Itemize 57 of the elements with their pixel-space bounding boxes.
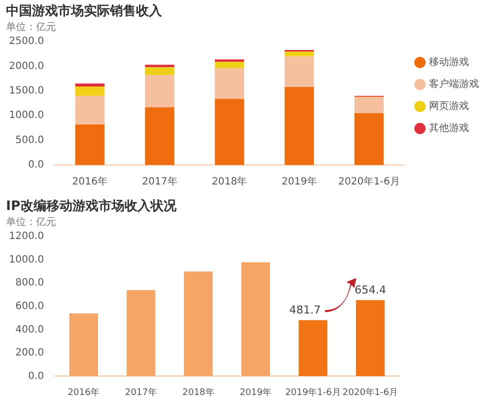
x-tick-label: 2018年 xyxy=(212,176,248,188)
bar xyxy=(298,320,328,376)
y-tick-label: 1000.0 xyxy=(8,254,44,266)
y-tick-label: 1200.0 xyxy=(8,231,44,242)
legend-label: 其他游戏 xyxy=(429,122,469,134)
chart-title: 中国游戏市场实际销售收入 xyxy=(6,3,163,20)
y-tick-label: 200.0 xyxy=(15,348,44,359)
bar xyxy=(214,62,244,68)
y-tick-label: 2500.0 xyxy=(8,36,44,48)
x-tick-label: 2020年1-6月 xyxy=(342,386,398,398)
x-tick-label: 2019年 xyxy=(282,176,318,188)
legend-label: 客户端游戏 xyxy=(429,78,479,90)
bar xyxy=(126,290,156,376)
bar xyxy=(214,98,244,165)
y-tick-label: 1500.0 xyxy=(8,86,44,97)
bar xyxy=(241,262,270,376)
y-tick-label: 0.0 xyxy=(28,160,44,171)
bar xyxy=(214,59,244,62)
bar xyxy=(75,96,105,125)
y-tick-label: 400.0 xyxy=(15,324,44,336)
y-tick-label: 0.0 xyxy=(28,370,44,382)
bar xyxy=(354,113,384,165)
chart-subtitle: 单位：亿元 xyxy=(6,216,56,228)
bar xyxy=(145,64,174,68)
bar xyxy=(75,84,105,87)
bar xyxy=(145,107,174,165)
bar xyxy=(356,300,385,376)
y-tick-label: 800.0 xyxy=(15,278,44,289)
x-tick-label: 2017年 xyxy=(142,176,178,188)
bar xyxy=(284,56,314,88)
x-tick-label: 2019年1-6月 xyxy=(285,386,341,398)
bar xyxy=(284,51,314,56)
bar xyxy=(354,97,384,114)
x-tick-label: 2019年 xyxy=(240,386,272,398)
y-tick-label: 600.0 xyxy=(15,300,44,312)
legend-label: 移动游戏 xyxy=(429,56,469,68)
bar xyxy=(145,67,174,76)
x-tick-label: 2017年 xyxy=(125,386,157,398)
bar xyxy=(184,272,213,376)
y-tick-label: 2000.0 xyxy=(8,60,44,72)
x-tick-label: 2016年 xyxy=(68,386,100,398)
x-tick-label: 2020年1-6月 xyxy=(338,176,400,188)
bar xyxy=(75,86,105,96)
bar xyxy=(214,68,244,99)
bar xyxy=(284,87,314,165)
chart-subtitle: 单位：亿元 xyxy=(6,21,56,34)
data-label: 481.7 xyxy=(289,304,321,317)
legend-label: 网页游戏 xyxy=(429,100,469,112)
chart-title: IP改编移动游戏市场收入状况 xyxy=(6,198,178,214)
bar xyxy=(69,313,98,376)
bar xyxy=(145,75,174,108)
y-tick-label: 1000.0 xyxy=(8,110,44,122)
bar xyxy=(75,124,105,165)
data-label: 654.4 xyxy=(354,283,386,296)
y-tick-label: 500.0 xyxy=(15,134,44,146)
x-tick-label: 2018年 xyxy=(182,386,214,398)
x-tick-label: 2016年 xyxy=(72,176,108,188)
